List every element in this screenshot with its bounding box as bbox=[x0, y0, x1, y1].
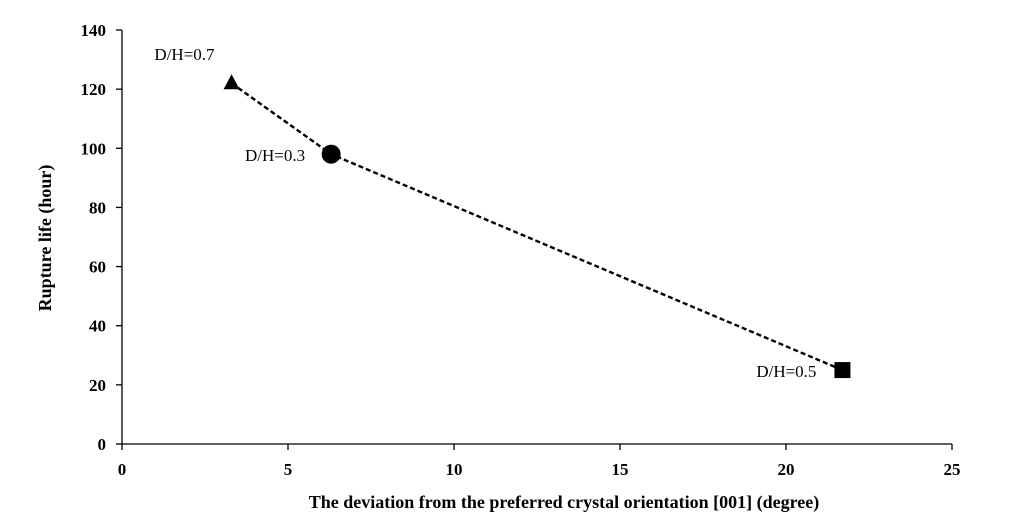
y-tick-label: 120 bbox=[81, 80, 107, 99]
y-tick-label: 60 bbox=[89, 258, 106, 277]
y-tick-label: 20 bbox=[89, 376, 106, 395]
point-label: D/H=0.5 bbox=[756, 362, 816, 381]
point-labels: D/H=0.7 D/H=0.3 D/H=0.5 bbox=[154, 45, 816, 381]
x-tick-label: 25 bbox=[944, 460, 961, 479]
series-line bbox=[230, 82, 843, 372]
y-tick-label: 40 bbox=[89, 317, 106, 336]
y-tick-label: 140 bbox=[81, 21, 107, 40]
x-axis-title: The deviation from the preferred crystal… bbox=[309, 492, 820, 513]
axes bbox=[121, 30, 952, 445]
markers bbox=[223, 74, 851, 379]
ticks: 0 5 10 15 20 25 0 20 40 60 80 100 120 140 bbox=[81, 21, 961, 479]
circle-marker bbox=[321, 144, 341, 164]
x-tick-label: 20 bbox=[778, 460, 795, 479]
y-tick-label: 0 bbox=[98, 435, 107, 454]
x-tick-label: 5 bbox=[284, 460, 293, 479]
y-tick-label: 80 bbox=[89, 198, 106, 217]
x-tick-label: 0 bbox=[118, 460, 127, 479]
point-label: D/H=0.7 bbox=[154, 45, 215, 64]
x-tick-label: 10 bbox=[446, 460, 463, 479]
x-tick-label: 15 bbox=[612, 460, 629, 479]
y-tick-label: 100 bbox=[81, 139, 107, 158]
series-line-group bbox=[230, 82, 843, 372]
point-label: D/H=0.3 bbox=[245, 146, 305, 165]
y-axis-title: Rupture life (hour) bbox=[35, 165, 56, 312]
square-marker bbox=[834, 362, 851, 379]
triangle-marker bbox=[223, 74, 240, 90]
